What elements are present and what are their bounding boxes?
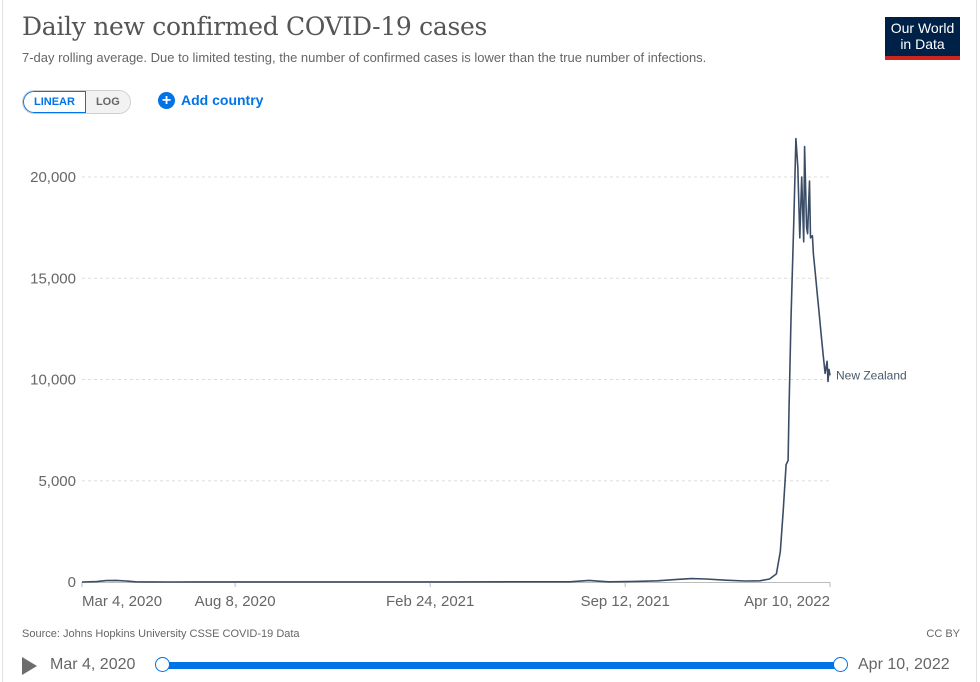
y-tick-label: 10,000 xyxy=(30,372,76,389)
x-tick-label: Feb 24, 2021 xyxy=(386,593,474,610)
gridlines xyxy=(82,176,830,482)
timeline-start-handle[interactable] xyxy=(155,657,170,672)
x-tick-label: Aug 8, 2020 xyxy=(195,593,276,610)
scale-log-button[interactable]: LOG xyxy=(85,91,130,113)
logo-line1: Our World xyxy=(890,20,955,36)
y-tick-label: 5,000 xyxy=(38,473,76,490)
series-group: New Zealand xyxy=(81,137,907,583)
chart-subtitle: 7-day rolling average. Due to limited te… xyxy=(22,50,707,65)
frame-border-left xyxy=(2,0,3,682)
scale-linear-button[interactable]: LINEAR xyxy=(23,91,86,113)
timeline-start-label: Mar 4, 2020 xyxy=(50,656,136,673)
add-country-label: Add country xyxy=(181,92,264,108)
timeline-track[interactable] xyxy=(162,662,840,669)
owid-logo[interactable]: Our World in Data xyxy=(885,17,960,60)
x-tick-label: Mar 4, 2020 xyxy=(82,593,162,610)
x-axis: Mar 4, 2020 Aug 8, 2020 Feb 24, 2021 Sep 12… xyxy=(81,582,831,610)
logo-line2: in Data xyxy=(900,36,945,52)
frame-border-right xyxy=(976,0,977,682)
y-tick-label: 20,000 xyxy=(30,169,76,186)
source-note[interactable]: Source: Johns Hopkins University CSSE CO… xyxy=(22,628,300,640)
play-icon[interactable] xyxy=(22,657,37,675)
y-tick-label: 15,000 xyxy=(30,270,76,287)
y-axis: 0 5,000 10,000 15,000 20,000 xyxy=(30,169,76,591)
timeline-end-label: Apr 10, 2022 xyxy=(858,656,950,673)
y-tick-label: 0 xyxy=(68,574,76,591)
logo-red-bar xyxy=(885,56,960,60)
license-note[interactable]: CC BY xyxy=(926,628,960,640)
x-tick-label: Sep 12, 2021 xyxy=(581,593,670,610)
x-tick-label: Apr 10, 2022 xyxy=(744,593,830,610)
chart-title: Daily new confirmed COVID-19 cases xyxy=(22,12,488,41)
series-label[interactable]: New Zealand xyxy=(836,368,907,382)
chart-area: 0 5,000 10,000 15,000 20,000 Mar 4, 2020 Aug … xyxy=(30,137,907,610)
add-country-button[interactable]: + Add country xyxy=(158,90,263,110)
timeline: Mar 4, 2020 Apr 10, 2022 xyxy=(0,650,980,680)
scale-toggle: LINEAR LOG xyxy=(22,90,131,114)
plus-circle-icon: + xyxy=(158,91,175,109)
series-line-new-zealand[interactable] xyxy=(81,137,831,583)
timeline-end-handle[interactable] xyxy=(833,657,848,672)
